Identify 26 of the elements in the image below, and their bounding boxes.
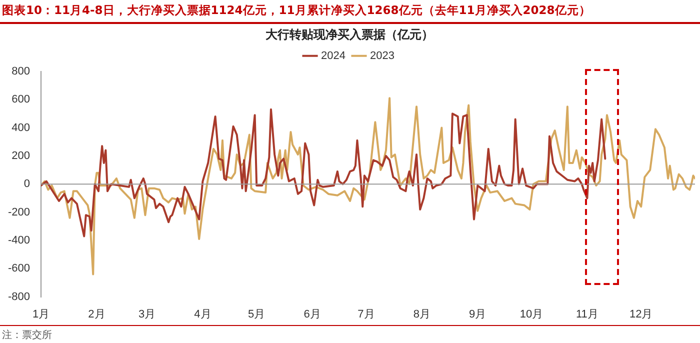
x-tick-label: 4月 (194, 308, 212, 320)
y-tick-label: -200 (8, 206, 30, 218)
chart-title: 图表10：11月4-8日，大行净买入票据1124亿元，11月累计净买入1268亿元（去年11月净买入2028亿元） (2, 3, 591, 18)
y-tick-label: -400 (8, 234, 30, 246)
x-tick-label: 3月 (138, 308, 156, 320)
x-tick-label: 6月 (304, 308, 321, 320)
y-tick-label: 600 (12, 94, 30, 106)
x-tick-label: 9月 (469, 308, 486, 320)
x-tick-label: 7月 (358, 308, 375, 320)
x-tick-label: 11月 (576, 308, 598, 320)
x-tick-label: 10月 (520, 308, 544, 320)
chart-subtitle: 大行转贴现净买入票据（亿元） (266, 27, 434, 42)
y-tick-label: 800 (12, 65, 30, 78)
text: 注：票交所 (2, 328, 52, 342)
x-tick-label: 1月 (32, 308, 50, 320)
x-tick-label: 2月 (88, 308, 106, 320)
y-tick-label: -800 (8, 290, 30, 303)
legend-label: 2023 (370, 50, 394, 62)
x-tick-label: 5月 (248, 308, 266, 320)
y-tick-label: -600 (8, 262, 30, 275)
y-tick-label: 0 (24, 178, 30, 190)
x-tick-label: 12月 (629, 308, 653, 320)
y-tick-label: 200 (12, 150, 30, 162)
y-tick-label: 400 (12, 122, 30, 134)
x-tick-label: 8月 (413, 308, 430, 320)
legend-label: 2024 (321, 50, 346, 62)
